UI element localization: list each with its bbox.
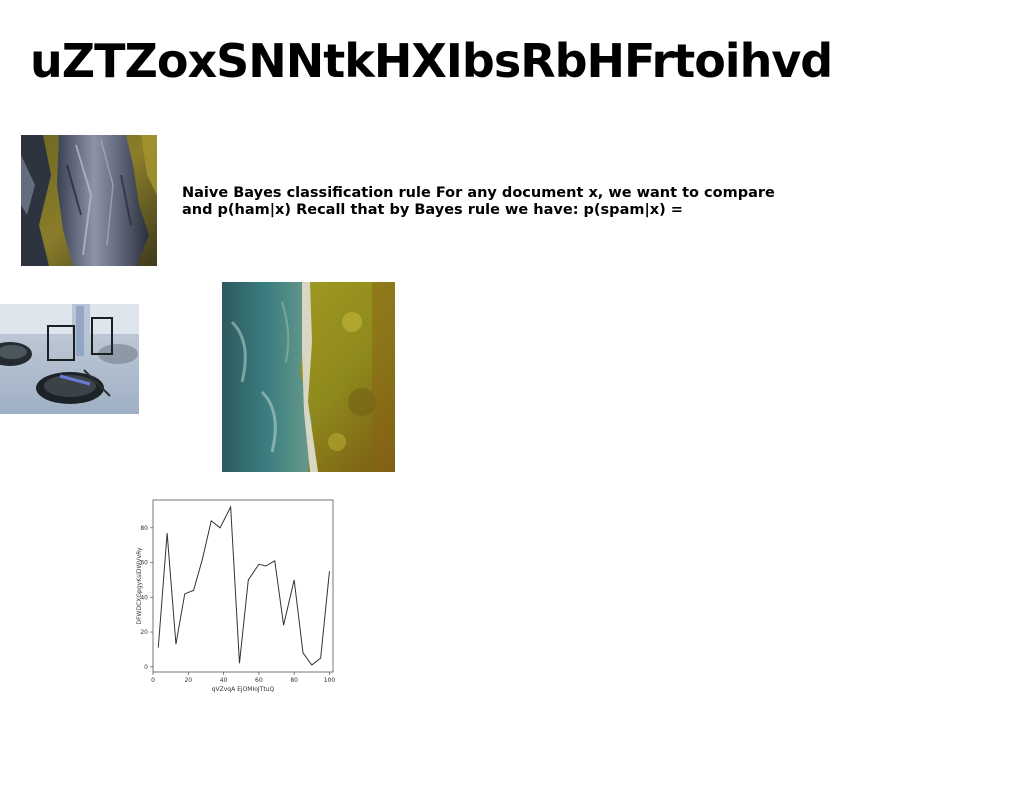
x-tick-label: 60 — [255, 677, 263, 684]
y-tick-label: 20 — [140, 629, 148, 636]
x-tick-label: 0 — [151, 677, 155, 684]
y-tick-label: 60 — [140, 560, 148, 567]
rock-cliff-photo — [21, 135, 157, 266]
x-axis-title: qVZvqA EjOMIoJTtuQ — [212, 686, 275, 693]
dining-table-photo — [0, 304, 139, 414]
y-tick-label: 40 — [140, 594, 148, 601]
y-tick-label: 80 — [140, 525, 148, 532]
line-chart: 0 20 40 60 80 100 0 20 40 60 80 qVZvqA EjOMIoJTtu… — [134, 494, 344, 696]
x-tick-label: 100 — [324, 677, 336, 684]
body-paragraph: Naive Bayes classification rule For any … — [182, 185, 775, 218]
rock-cliff-photo-graphic — [21, 135, 157, 266]
y-axis-title: DFWDCXGpgyKsiDWVvRy — [136, 547, 143, 625]
x-tick-label: 20 — [184, 677, 192, 684]
y-axis-ticks: 0 20 40 60 80 — [140, 525, 153, 671]
line-chart-svg: 0 20 40 60 80 100 0 20 40 60 80 qVZvqA EjOMIoJTtu… — [136, 499, 335, 693]
page-title: uZTZoxSNNtkHXIbsRbHFrtoihvd — [30, 34, 833, 88]
series-line — [157, 505, 330, 666]
x-tick-label: 80 — [290, 677, 298, 684]
aerial-coast-photo — [222, 282, 395, 472]
y-tick-label: 0 — [144, 664, 148, 671]
plot-frame — [152, 499, 334, 673]
x-axis-ticks: 0 20 40 60 80 100 — [151, 672, 335, 684]
x-tick-label: 40 — [220, 677, 228, 684]
aerial-coast-photo-graphic — [222, 282, 395, 472]
dining-table-photo-graphic — [0, 304, 139, 414]
